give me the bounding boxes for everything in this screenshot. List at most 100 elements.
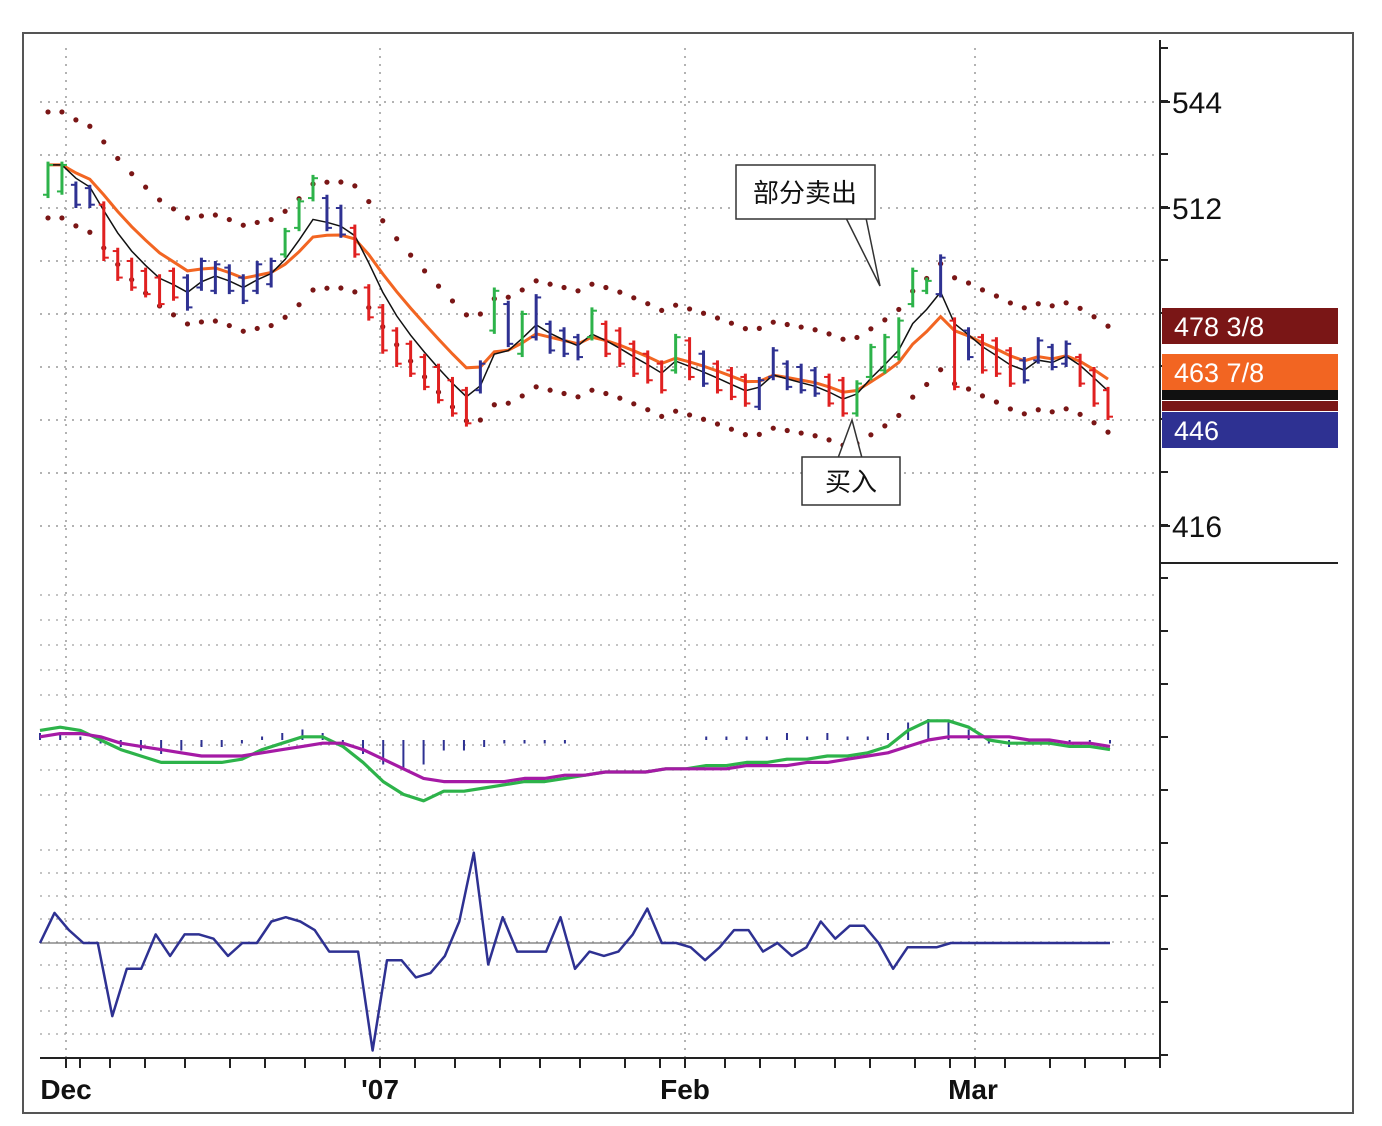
envelope-upper-dot [1063, 300, 1069, 306]
x-tick-label: '07 [361, 1074, 399, 1105]
envelope-lower-dot [491, 402, 497, 408]
price-bar [740, 373, 751, 407]
envelope-upper-dot [561, 284, 567, 291]
annotation-sell-pointer [845, 217, 881, 287]
envelope-upper-dot [268, 216, 274, 223]
envelope-lower-dot [631, 401, 637, 407]
annotation-buy: 买入 [801, 417, 901, 506]
price-bar [489, 287, 500, 334]
envelope-upper-dot [338, 179, 344, 185]
envelope-lower-dot [784, 427, 790, 434]
envelope-upper-dot [854, 334, 860, 341]
price-bar [586, 307, 597, 341]
envelope-lower-dot [882, 423, 888, 429]
envelope-upper-dot [840, 336, 846, 342]
price-bar [182, 274, 193, 311]
x-tick-label: Feb [660, 1074, 710, 1105]
price-bar [768, 347, 779, 381]
price-bar [921, 277, 932, 295]
envelope-upper-dot [868, 326, 874, 332]
price-bar [684, 337, 695, 381]
envelope-upper-dot [547, 281, 553, 287]
envelope-upper-dot [435, 283, 442, 289]
envelope-lower-dot [714, 421, 721, 427]
price-bar [782, 360, 793, 391]
price-bar [238, 274, 249, 305]
price-badge-label: 463 7/8 [1174, 358, 1264, 388]
price-bar [224, 264, 235, 295]
price-bar [865, 343, 876, 381]
envelope-upper-dot [87, 123, 93, 129]
annotation-buy-pointer [837, 417, 863, 459]
envelope-lower-dot [589, 387, 595, 393]
envelope-upper-dot [115, 155, 121, 162]
envelope-lower-dot [505, 400, 511, 406]
envelope-upper-dot [979, 287, 986, 293]
envelope-upper-dot [673, 302, 679, 308]
price-bar [879, 333, 890, 374]
envelope-upper-dot [184, 215, 191, 221]
envelope-lower-dot [184, 321, 191, 327]
envelope-upper-dot [240, 222, 246, 228]
price-bar [308, 174, 318, 202]
envelope-upper-dot [951, 275, 958, 281]
envelope-lower-dot [938, 367, 944, 373]
price-badge-label: 446 [1174, 416, 1219, 446]
envelope-upper-dot [826, 331, 832, 337]
price-bar [907, 267, 918, 308]
envelope-lower-dot [533, 384, 539, 390]
price-bar [112, 247, 123, 281]
envelope-upper-dot [770, 319, 776, 325]
price-bar [614, 327, 625, 367]
price-bar [824, 373, 835, 407]
envelope-upper-dot [198, 213, 205, 219]
envelope-lower-dot [1035, 407, 1041, 413]
envelope-lower-dot [575, 394, 581, 400]
price-bar [656, 360, 667, 394]
price-bar [154, 274, 165, 308]
envelope-upper-dot [589, 281, 595, 287]
oscillator-panel [38, 851, 1110, 1052]
envelope-upper-dot [965, 280, 972, 286]
envelope-upper-dot [408, 252, 414, 258]
envelope-lower-dot [910, 394, 916, 400]
envelope-upper-dot [686, 306, 693, 312]
envelope-lower-dot [254, 325, 260, 332]
price-bar [405, 340, 416, 377]
envelope-upper-dot [1007, 300, 1013, 306]
envelope-lower-dot [617, 395, 623, 401]
envelope-lower-dot [282, 314, 288, 320]
price-bar [670, 333, 681, 374]
envelope-lower-dot [659, 413, 665, 420]
price-bar [98, 201, 109, 261]
price-bar [838, 376, 848, 417]
envelope-lower-dot [87, 229, 93, 235]
envelope-upper-dot [449, 298, 456, 304]
envelope-lower-dot [673, 408, 679, 414]
price-bar [935, 254, 946, 298]
envelope-upper-dot [324, 179, 330, 185]
macd-signal-line [39, 731, 1111, 784]
envelope-lower-dot [226, 322, 232, 329]
price-bar [1047, 343, 1058, 371]
price-bar [252, 261, 263, 295]
envelope-lower-dot [1077, 411, 1083, 417]
price-bar [70, 181, 81, 208]
envelope-lower-dot [1007, 406, 1013, 412]
envelope-lower-dot [770, 425, 776, 431]
envelope-upper-dot [45, 109, 51, 115]
envelope-upper-dot [463, 312, 470, 318]
price-bar [210, 261, 221, 295]
price-badge: 463 7/8 [1162, 354, 1338, 390]
price-bar [377, 304, 388, 354]
price-bar [266, 257, 277, 288]
envelope-lower-dot [868, 432, 874, 438]
envelope-upper-dot [659, 307, 665, 314]
envelope-lower-dot [352, 289, 358, 295]
envelope-lower-dot [1091, 420, 1097, 426]
envelope-lower-dot [1021, 411, 1027, 417]
envelope-upper-dot [129, 171, 135, 177]
envelope-upper-dot [896, 306, 902, 313]
envelope-upper-dot [575, 288, 581, 294]
